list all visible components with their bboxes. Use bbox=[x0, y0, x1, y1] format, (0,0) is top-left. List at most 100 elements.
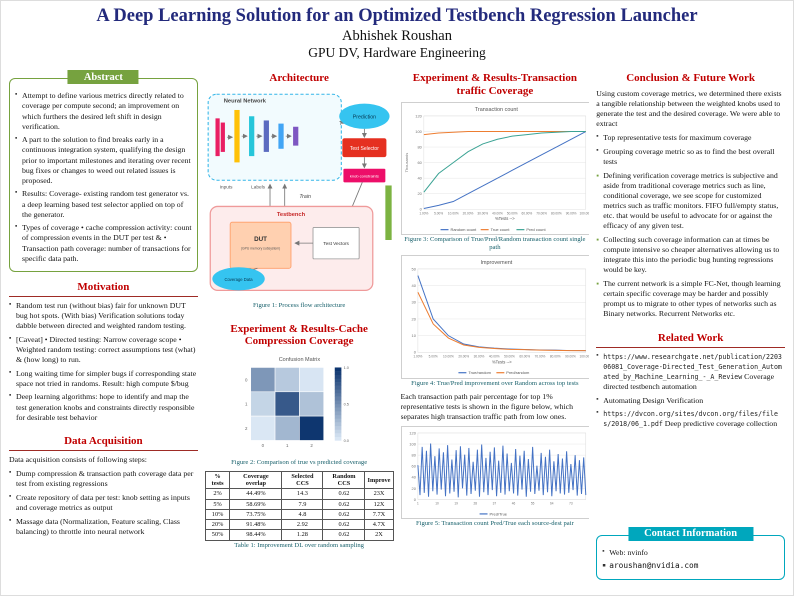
motivation-bullet: Long waiting time for simpler bugs if co… bbox=[9, 369, 198, 389]
contact-item: Web: nvinfo bbox=[602, 548, 779, 558]
contact-heading: Contact Information bbox=[628, 526, 754, 541]
svg-text:60.00%: 60.00% bbox=[521, 211, 532, 215]
svg-text:2: 2 bbox=[245, 426, 248, 431]
svg-text:0: 0 bbox=[261, 443, 264, 448]
table-cell: 2.92 bbox=[281, 519, 324, 531]
figure3-caption: Figure 3: Comparison of True/Pred/Random… bbox=[404, 235, 586, 251]
table-header-row: % tests Coverage overlap Selected CCS Ra… bbox=[204, 470, 394, 490]
architecture-section: Architecture Neural Network bbox=[204, 70, 394, 313]
svg-text:5.00%: 5.00% bbox=[434, 211, 443, 215]
svg-text:40: 40 bbox=[417, 175, 422, 180]
conclusion-bullet: Grouping coverage metric so as to find t… bbox=[596, 147, 785, 167]
svg-text:0.5: 0.5 bbox=[343, 403, 348, 407]
svg-text:80: 80 bbox=[417, 144, 422, 149]
table-cell: 0.62 bbox=[322, 498, 366, 510]
svg-text:0: 0 bbox=[413, 497, 416, 502]
table-row: 2% 44.49% 14.3 0.62 23X bbox=[204, 488, 394, 500]
svg-text:80.00%: 80.00% bbox=[550, 211, 561, 215]
motivation-section: Motivation Random test run (without bias… bbox=[9, 279, 198, 426]
svg-text:1: 1 bbox=[417, 501, 419, 505]
table-cell: 73.75% bbox=[229, 508, 283, 521]
svg-text:90.00%: 90.00% bbox=[565, 355, 576, 359]
svg-text:30.00%: 30.00% bbox=[473, 355, 484, 359]
table-header-cell: Random CCS bbox=[322, 470, 366, 490]
table-cell: 23X bbox=[364, 488, 394, 500]
poster-affiliation: GPU DV, Hardware Engineering bbox=[308, 45, 486, 61]
svg-text:60: 60 bbox=[417, 160, 422, 165]
table-row: 20% 91.48% 2.92 0.62 4.7X bbox=[204, 519, 394, 531]
table-cell: 98.44% bbox=[229, 529, 283, 541]
data-acquisition-bullet: Massage data (Normalization, Feature sca… bbox=[9, 517, 198, 537]
conclusion-bullet: Defining verification coverage metrics i… bbox=[596, 171, 785, 232]
inputs-label: Inputs bbox=[219, 185, 232, 190]
table-cell: 0.62 bbox=[322, 529, 366, 541]
contact-section: Contact Information Web: nvinfo aroushan… bbox=[596, 526, 785, 580]
data-acquisition-section: Data Acquisition Data acquisition consis… bbox=[9, 433, 198, 540]
column-3: Experiment & Results-Transaction traffic… bbox=[400, 70, 590, 587]
table-cell: 7.9 bbox=[281, 498, 324, 510]
contact-email[interactable]: aroushan@nvidia.com bbox=[602, 561, 779, 571]
transaction-results-heading: Experiment & Results-Transaction traffic… bbox=[412, 72, 577, 97]
table-cell: 50% bbox=[204, 529, 231, 541]
svg-text:20.00%: 20.00% bbox=[458, 355, 469, 359]
related-work-heading: Related Work bbox=[596, 332, 785, 348]
figure2-caption: Figure 2: Comparison of true vs predicte… bbox=[231, 459, 368, 467]
related-work-link[interactable]: https://www.researchgate.net/publication… bbox=[603, 352, 782, 381]
table-cell: 0.62 bbox=[322, 488, 366, 500]
svg-text:55: 55 bbox=[530, 501, 534, 505]
svg-text:50: 50 bbox=[411, 267, 416, 272]
abstract-bullet: Types of coverage • cache compression ac… bbox=[15, 223, 192, 264]
table-cell: 4.7X bbox=[364, 519, 394, 531]
coverage-data-label: Coverage Data bbox=[224, 277, 253, 282]
dut-sub-label: (GPU memory subsystem) bbox=[241, 246, 280, 250]
train-label: Train bbox=[299, 194, 311, 200]
prediction-label: Prediction bbox=[352, 114, 375, 120]
data-acquisition-intro: Data acquisition consists of following s… bbox=[9, 454, 147, 464]
conclusion-heading: Conclusion & Future Work bbox=[626, 72, 756, 85]
svg-text:10: 10 bbox=[411, 334, 416, 339]
abstract-bullet: Results: Coverage- existing random test … bbox=[15, 189, 192, 219]
table-header-cell: Improve bbox=[364, 470, 394, 490]
svg-text:1: 1 bbox=[286, 443, 289, 448]
table-cell: 4.8 bbox=[281, 508, 324, 521]
svg-text:10: 10 bbox=[435, 501, 439, 505]
svg-text:120: 120 bbox=[415, 113, 422, 118]
svg-text:1.0: 1.0 bbox=[343, 366, 348, 370]
source-dest-pair-chart: 0 20 40 60 80 100 120 1 10 19 28 37 46 55 64 73 Pred/Tru… bbox=[400, 425, 590, 520]
svg-text:40.00%: 40.00% bbox=[492, 211, 503, 215]
svg-text:20: 20 bbox=[417, 191, 422, 196]
table-cell: 7.7X bbox=[364, 508, 394, 521]
architecture-heading: Architecture bbox=[269, 72, 329, 85]
svg-text:100: 100 bbox=[409, 441, 416, 446]
svg-text:1.00%: 1.00% bbox=[413, 355, 422, 359]
related-work-link[interactable]: https://dvcon.org/sites/dvcon.org/files/… bbox=[603, 410, 778, 429]
svg-text:Transaction count: Transaction count bbox=[474, 106, 518, 112]
table-cell: 91.48% bbox=[229, 519, 283, 531]
abstract-heading: Abstract bbox=[67, 70, 139, 85]
svg-text:60: 60 bbox=[411, 464, 416, 469]
table-cell: 58.69% bbox=[229, 498, 283, 510]
nn-layer-bar bbox=[215, 118, 220, 157]
table-header-cell: % tests bbox=[204, 470, 231, 490]
test-selector-label: Test Selector bbox=[350, 146, 379, 152]
transaction-results-body: Each transaction path pair percentage fo… bbox=[400, 391, 574, 421]
svg-text:28: 28 bbox=[473, 501, 477, 505]
svg-text:True/random: True/random bbox=[468, 371, 491, 376]
svg-text:19: 19 bbox=[454, 501, 458, 505]
svg-text:%Tests -->: %Tests --> bbox=[494, 216, 514, 221]
poster-header: A Deep Learning Solution for an Optimize… bbox=[1, 1, 793, 64]
svg-text:5.00%: 5.00% bbox=[428, 355, 437, 359]
column-1: Abstract Attempt to define various metri… bbox=[9, 70, 198, 587]
poster-columns: Abstract Attempt to define various metri… bbox=[1, 64, 793, 595]
svg-text:64: 64 bbox=[550, 501, 554, 505]
svg-text:1.00%: 1.00% bbox=[419, 211, 428, 215]
conclusion-section: Conclusion & Future Work Using custom co… bbox=[596, 70, 785, 323]
svg-text:100.00%: 100.00% bbox=[579, 211, 589, 215]
conclusion-bullet: The current network is a simple FC-Net, … bbox=[596, 279, 785, 320]
svg-text:Random count: Random count bbox=[450, 227, 477, 232]
svg-text:100: 100 bbox=[415, 128, 422, 133]
prediction-ellipse bbox=[338, 103, 390, 129]
svg-text:40: 40 bbox=[411, 283, 416, 288]
svg-text:30: 30 bbox=[411, 300, 416, 305]
